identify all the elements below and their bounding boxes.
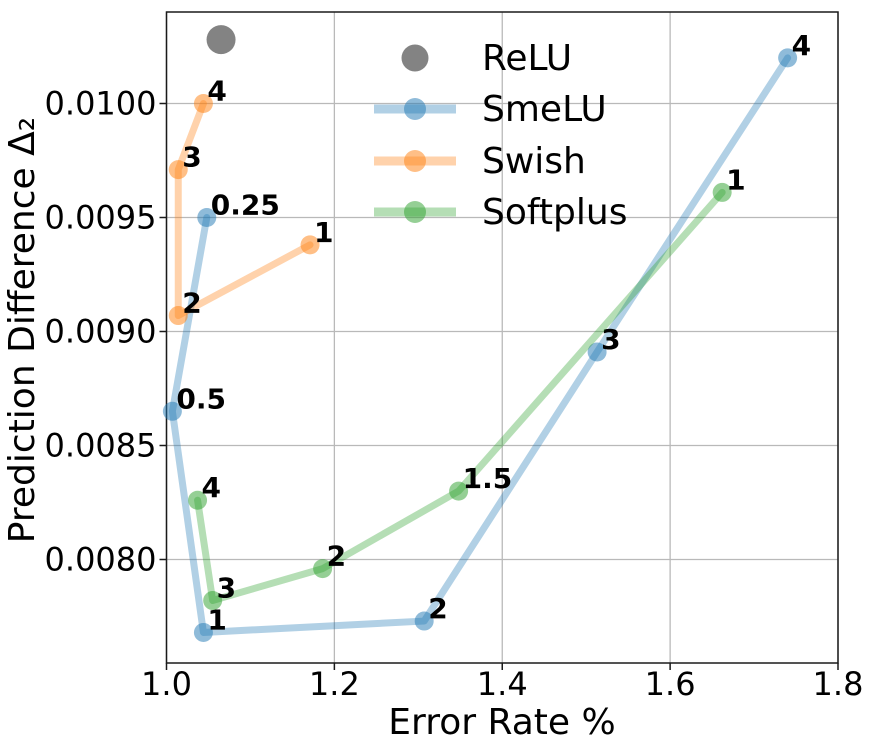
legend-marker xyxy=(404,98,426,120)
legend-label: Softplus xyxy=(482,192,627,233)
point-label: 1.5 xyxy=(463,462,513,495)
data-point-marker xyxy=(587,342,607,362)
data-point-marker xyxy=(193,94,213,113)
legend-entry-smelu: SmeLU xyxy=(374,89,607,130)
y-tick-label: 0.0085 xyxy=(45,427,157,465)
legend-marker xyxy=(404,201,426,223)
y-axis-label: Prediction Difference Δ₂ xyxy=(2,117,43,543)
x-tick-label: 1.6 xyxy=(645,665,696,703)
point-label: 2 xyxy=(428,592,447,625)
point-label: 2 xyxy=(327,540,346,573)
data-point-marker xyxy=(197,208,217,227)
legend-label: ReLU xyxy=(482,38,572,79)
point-label: 4 xyxy=(207,75,226,108)
legend: ReLU SmeLU Swish Softplus xyxy=(374,38,627,233)
data-point-marker xyxy=(168,160,188,180)
point-label: 3 xyxy=(217,572,236,605)
data-point-marker xyxy=(313,559,333,579)
legend-label: SmeLU xyxy=(482,89,607,130)
x-tick-label: 1.2 xyxy=(309,665,360,703)
series-line xyxy=(194,188,726,605)
point-label: 4 xyxy=(202,471,221,504)
x-tick-label: 1.4 xyxy=(477,665,528,703)
legend-marker xyxy=(404,150,426,172)
data-point-marker xyxy=(300,235,320,255)
y-tick-label: 0.0100 xyxy=(45,85,157,123)
point-label: 1 xyxy=(207,603,226,636)
x-axis-label: Error Rate % xyxy=(388,702,615,743)
point-label: 1 xyxy=(726,163,745,196)
data-point-marker xyxy=(778,48,798,68)
y-tick-label: 0.0080 xyxy=(45,541,157,579)
data-point-marker xyxy=(162,401,182,421)
point-label: 0.25 xyxy=(211,189,280,222)
point-label: 1 xyxy=(314,216,333,249)
point-label: 3 xyxy=(182,141,201,174)
legend-marker xyxy=(401,44,429,72)
data-point-marker xyxy=(168,306,188,326)
series-relu xyxy=(206,25,236,55)
data-point-marker xyxy=(414,611,434,631)
point-label: 2 xyxy=(182,287,201,320)
point-label: 4 xyxy=(792,29,811,62)
series-softplus: 1 1.5 2 3 4 xyxy=(188,163,746,611)
data-point-marker xyxy=(203,591,223,611)
point-label: 3 xyxy=(601,323,620,356)
x-tick-label: 1.8 xyxy=(813,665,864,703)
data-point-marker xyxy=(188,490,208,510)
series-swish: 1 2 34 xyxy=(168,75,334,326)
series-line xyxy=(168,54,792,636)
data-point-marker xyxy=(712,182,732,202)
legend-entry-swish: Swish xyxy=(374,141,586,182)
relu-point-marker xyxy=(206,25,236,55)
series-line xyxy=(174,100,314,320)
series-smelu: 0.250.51 234 xyxy=(162,29,811,642)
y-tick-label: 0.0090 xyxy=(45,313,157,351)
axis-ticks: 1.0 1.2 1.4 1.6 1.8 0.0080 0.0085 0.0090 0.0095 0… xyxy=(45,85,864,704)
data-point-marker xyxy=(449,481,469,501)
data-point-marker xyxy=(193,622,213,642)
plot-frame xyxy=(165,11,839,664)
x-tick-label: 1.0 xyxy=(141,665,192,703)
legend-entry-relu: ReLU xyxy=(401,38,572,79)
legend-entry-softplus: Softplus xyxy=(374,192,627,233)
point-label: 0.5 xyxy=(176,382,226,415)
y-tick-label: 0.0095 xyxy=(45,199,157,237)
legend-label: Swish xyxy=(482,141,586,182)
